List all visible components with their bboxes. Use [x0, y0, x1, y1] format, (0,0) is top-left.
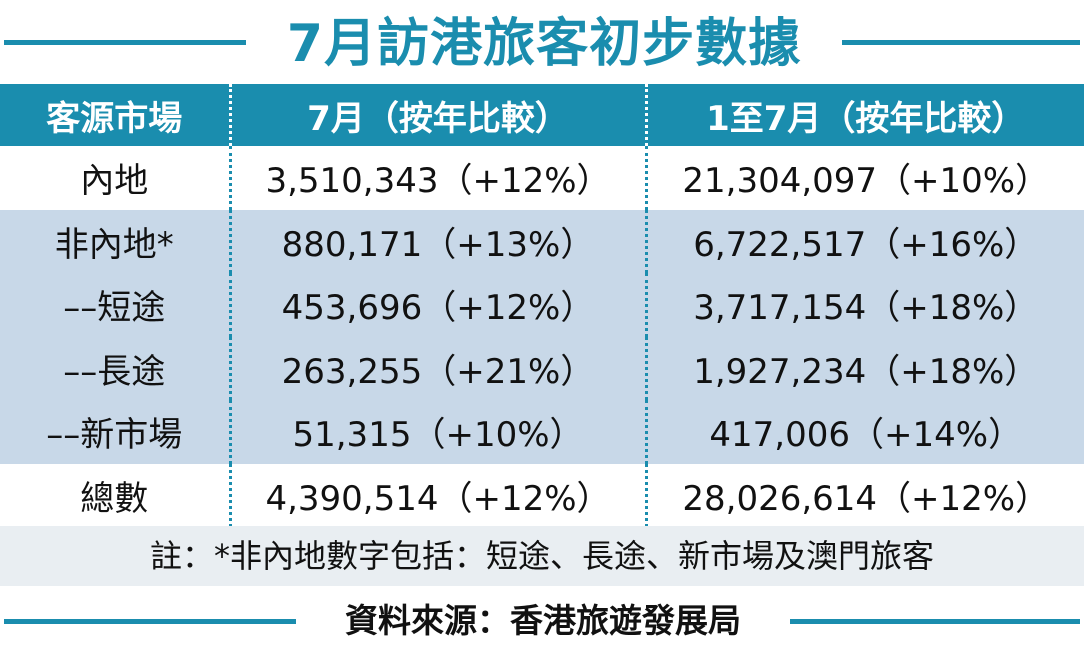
title-bar: 7月訪港旅客初步數據: [0, 0, 1084, 84]
source-credit: 資料來源：香港旅遊發展局: [345, 601, 741, 640]
title-rule-right: [842, 40, 1080, 45]
cell-july: 3,510,343（+12%）: [230, 146, 648, 210]
cell-market: 總數: [0, 463, 232, 527]
visitor-arrivals-table: 客源市場 7月（按年比較） 1至7月（按年比較） 內地 3,510,343（+12…: [0, 84, 1084, 527]
cell-jan-jul: 21,304,097（+10%）: [646, 146, 1084, 210]
cell-market: ––短途: [0, 273, 232, 337]
header-july: 7月（按年比較）: [230, 84, 648, 146]
table-title: 7月訪港旅客初步數據: [286, 14, 802, 74]
cell-market: 非內地*: [0, 209, 232, 273]
footnote: 註：*非內地數字包括：短途、長途、新市場及澳門旅客: [0, 526, 1084, 586]
table-row: 總數 4,390,514（+12%） 28,026,614（+12%）: [0, 463, 1084, 527]
cell-july: 453,696（+12%）: [230, 273, 648, 337]
header-row: 客源市場 7月（按年比較） 1至7月（按年比較）: [0, 84, 1084, 146]
table-row: ––短途 453,696（+12%） 3,717,154（+18%）: [0, 273, 1084, 337]
cell-market: 內地: [0, 146, 232, 210]
cell-july: 51,315（+10%）: [230, 400, 648, 464]
cell-jan-jul: 1,927,234（+18%）: [646, 336, 1084, 400]
cell-market: ––新市場: [0, 400, 232, 464]
header-market: 客源市場: [0, 84, 232, 146]
cell-jan-jul: 3,717,154（+18%）: [646, 273, 1084, 337]
cell-jan-jul: 6,722,517（+16%）: [646, 209, 1084, 273]
cell-july: 880,171（+13%）: [230, 209, 648, 273]
cell-jan-jul: 28,026,614（+12%）: [646, 463, 1084, 527]
header-jan-jul: 1至7月（按年比較）: [646, 84, 1084, 146]
cell-july: 4,390,514（+12%）: [230, 463, 648, 527]
title-rule-left: [4, 40, 246, 45]
cell-july: 263,255（+21%）: [230, 336, 648, 400]
table-row: 內地 3,510,343（+12%） 21,304,097（+10%）: [0, 146, 1084, 210]
cell-jan-jul: 417,006（+14%）: [646, 400, 1084, 464]
table-body: 內地 3,510,343（+12%） 21,304,097（+10%） 非內地* 880…: [0, 146, 1084, 527]
table-row: ––新市場 51,315（+10%） 417,006（+14%）: [0, 400, 1084, 464]
cell-market: ––長途: [0, 336, 232, 400]
source-rule-left: [4, 619, 296, 624]
table-row: 非內地* 880,171（+13%） 6,722,517（+16%）: [0, 209, 1084, 273]
table-row: ––長途 263,255（+21%） 1,927,234（+18%）: [0, 336, 1084, 400]
source-rule-right: [790, 619, 1080, 624]
